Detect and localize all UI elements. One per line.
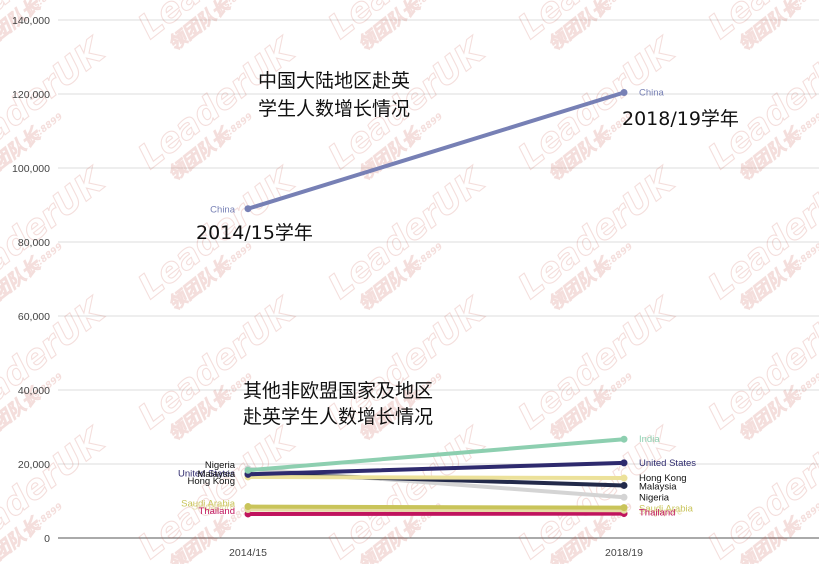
series-label-right-saudi-arabia: Saudi Arabia xyxy=(639,504,694,515)
annotation-china: 中国大陆地区赴英 学生人数增长情况 2014/15学年 2018/19学年 xyxy=(196,70,739,244)
series-line-hong-kong xyxy=(246,474,626,481)
y-tick-label: 0 xyxy=(44,533,50,545)
series-line-saudi-arabia xyxy=(246,504,626,510)
gridlines xyxy=(58,19,819,539)
series-line-china xyxy=(246,90,626,211)
china-end-label: 2018/19学年 xyxy=(622,108,739,130)
point-india-start xyxy=(244,466,252,474)
series-line-singapore xyxy=(246,507,626,513)
y-tick-label: 140,000 xyxy=(12,15,50,27)
y-tick-label: 100,000 xyxy=(12,163,50,175)
series-label-right-united-states: United States xyxy=(639,458,696,469)
series-lines xyxy=(244,89,628,518)
point-hong-kong-end xyxy=(620,474,628,482)
x-tick-label: 2014/15 xyxy=(229,547,267,559)
point-china-end xyxy=(620,89,628,97)
series-label-right-thailand: Thailand xyxy=(639,508,675,519)
watermark-brand: LeaderUK xyxy=(511,290,684,438)
series-label-right-nigeria: Nigeria xyxy=(639,492,670,503)
china-title-line2: 学生人数增长情况 xyxy=(258,98,410,120)
watermark-brand: LeaderUK xyxy=(511,160,684,308)
series-label-left-thailand: Thailand xyxy=(199,506,235,517)
series-label-right-hong-kong: Hong Kong xyxy=(639,473,687,484)
series-line-united-states xyxy=(246,460,626,477)
annotation-others: 其他非欧盟国家及地区 赴英学生人数增长情况 xyxy=(243,380,433,428)
point-saudi-arabia-start xyxy=(244,503,252,511)
x-tick-label: 2018/19 xyxy=(605,547,643,559)
series-label-left-saudi-arabia: Saudi Arabia xyxy=(181,499,236,510)
series-label-left-malaysia: Malaysia xyxy=(198,469,236,480)
series-label-left-nigeria: Nigeria xyxy=(205,460,236,471)
y-tick-label: 120,000 xyxy=(12,89,50,101)
china-title-line1: 中国大陆地区赴英 xyxy=(258,70,410,92)
series-label-right-china: China xyxy=(639,88,665,99)
series-label-left-hong-kong: Hong Kong xyxy=(187,476,235,487)
watermark-brand: LeaderUK xyxy=(321,160,494,308)
point-saudi-arabia-end xyxy=(620,504,628,512)
axes: 0 20,000 40,000 60,000 80,000 100,000 120,000 1… xyxy=(12,15,643,559)
series-label-right-singapore: Singapore xyxy=(639,506,682,517)
point-nigeria-end xyxy=(620,493,628,501)
y-tick-label: 40,000 xyxy=(18,385,50,397)
series-label-left-united-states: United States xyxy=(178,468,235,479)
series-line-india xyxy=(246,437,626,473)
point-united-states-end xyxy=(620,459,628,467)
series-label-right-malaysia: Malaysia xyxy=(639,481,677,492)
china-start-label: 2014/15学年 xyxy=(196,222,313,244)
y-tick-label: 20,000 xyxy=(18,459,50,471)
point-malaysia-end xyxy=(620,481,628,489)
series-labels: China China India United States United State… xyxy=(178,88,696,519)
series-label-left-singapore: Singapore xyxy=(192,502,235,513)
others-title-line1: 其他非欧盟国家及地区 xyxy=(243,380,433,402)
series-label-right-india: India xyxy=(639,434,660,445)
watermark-brand: LeaderUK xyxy=(511,30,684,178)
point-india-end xyxy=(620,435,628,443)
y-tick-label: 80,000 xyxy=(18,237,50,249)
others-title-line2: 赴英学生人数增长情况 xyxy=(243,406,433,428)
y-tick-label: 60,000 xyxy=(18,311,50,323)
series-label-left-china: China xyxy=(210,205,236,216)
point-china-start xyxy=(244,205,252,213)
